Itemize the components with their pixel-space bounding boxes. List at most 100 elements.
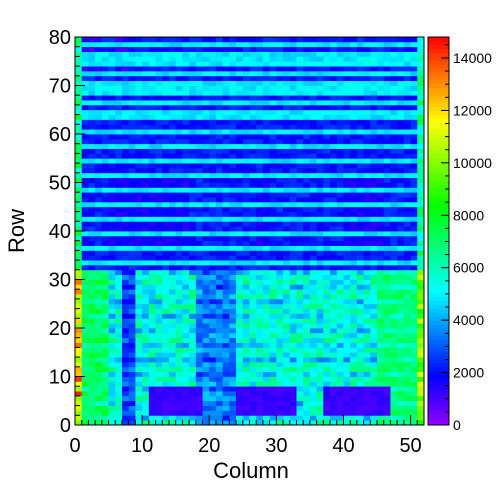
heatmap-cell (397, 284, 405, 290)
heatmap-cell (383, 56, 391, 62)
heatmap-cell (269, 153, 277, 159)
heatmap-cell (356, 206, 364, 212)
heatmap-cell (215, 206, 224, 212)
heatmap-cell (289, 308, 297, 314)
heatmap-cell (108, 90, 116, 96)
heatmap-cell (356, 264, 364, 271)
heatmap-cell (121, 361, 130, 368)
heatmap-cell (330, 104, 338, 111)
heatmap-cell (229, 192, 237, 198)
heatmap-cell (397, 289, 405, 295)
heatmap-cell (397, 240, 405, 246)
heatmap-cell (195, 240, 203, 246)
heatmap-cell (410, 148, 418, 154)
heatmap-cell (370, 211, 378, 217)
heatmap-cell (81, 114, 89, 120)
heatmap-cell (390, 134, 398, 140)
heatmap-cell (108, 114, 116, 120)
heatmap-cell (309, 167, 318, 174)
heatmap-cell (356, 337, 364, 343)
heatmap-cell (256, 289, 264, 295)
y-tick-label: 0 (60, 415, 71, 437)
heatmap-cell (377, 371, 385, 377)
heatmap-cell (350, 129, 358, 135)
heatmap-cell (115, 405, 123, 411)
heatmap-cell (202, 313, 210, 319)
heatmap-cell (81, 100, 89, 106)
heatmap-cell (101, 240, 109, 246)
heatmap-cell (155, 279, 163, 285)
heatmap-cell (128, 400, 136, 406)
heatmap-cell (336, 298, 344, 305)
heatmap-cell (356, 376, 364, 382)
heatmap-cell (356, 201, 364, 208)
colorbar-segment (428, 285, 449, 290)
heatmap-cell (229, 352, 237, 358)
heatmap-cell (350, 323, 358, 329)
heatmap-cell (403, 298, 411, 305)
heatmap-cell (276, 104, 284, 111)
heatmap-cell (108, 250, 116, 256)
heatmap-cell (356, 381, 364, 387)
heatmap-cell (323, 337, 331, 343)
heatmap-cell (175, 182, 183, 188)
heatmap-cell (410, 323, 418, 329)
heatmap-cell (128, 201, 136, 208)
heatmap-cell (115, 66, 123, 72)
heatmap-cell (155, 46, 163, 52)
colorbar-segment (428, 44, 449, 50)
heatmap-cell (417, 211, 425, 217)
heatmap-cell (289, 298, 297, 305)
heatmap-cell (108, 85, 116, 91)
heatmap-cell (323, 395, 331, 402)
heatmap-cell (242, 182, 250, 188)
heatmap-cell (410, 386, 418, 392)
heatmap-cell (121, 129, 130, 135)
colorbar-segment (428, 250, 449, 255)
heatmap-cell (108, 337, 116, 343)
heatmap-cell (95, 294, 103, 300)
heatmap-cell (383, 347, 391, 353)
heatmap-cell (175, 80, 183, 86)
heatmap-cell (390, 172, 398, 179)
heatmap-cell (81, 206, 89, 212)
heatmap-cell (397, 85, 405, 91)
heatmap-cell (222, 143, 230, 149)
heatmap-cell (215, 240, 224, 246)
heatmap-cell (209, 294, 217, 300)
heatmap-cell (330, 163, 338, 169)
heatmap-cell (242, 211, 250, 217)
heatmap-cell (350, 347, 358, 353)
heatmap-cell (195, 41, 203, 48)
heatmap-cell (142, 381, 150, 387)
heatmap-cell (316, 376, 324, 382)
heatmap-cell (262, 61, 271, 67)
heatmap-cell (162, 61, 170, 67)
colorbar-tick-label: 10000 (453, 155, 492, 171)
heatmap-cell (162, 255, 170, 261)
heatmap-cell (135, 41, 143, 48)
heatmap-cell (363, 211, 371, 217)
heatmap-cell (215, 347, 224, 353)
heatmap-cell (128, 104, 136, 111)
heatmap-cell (397, 51, 405, 57)
heatmap-cell (115, 95, 123, 101)
heatmap-cell (242, 400, 250, 406)
heatmap-cell (303, 279, 311, 285)
heatmap-cell (195, 197, 203, 203)
heatmap-cell (121, 231, 130, 237)
heatmap-cell (189, 264, 197, 271)
colorbar-segment (428, 168, 449, 174)
heatmap-cell (370, 308, 378, 314)
heatmap-cell (209, 201, 217, 208)
heatmap-cell (121, 313, 130, 319)
heatmap-cell (162, 172, 170, 179)
heatmap-cell (168, 400, 177, 406)
heatmap-cell (182, 80, 190, 86)
heatmap-cell (410, 70, 418, 77)
heatmap-cell (269, 250, 277, 256)
heatmap-cell (269, 255, 277, 261)
colorbar-segment (428, 52, 449, 57)
heatmap-cell (115, 318, 123, 324)
heatmap-cell (242, 66, 250, 72)
